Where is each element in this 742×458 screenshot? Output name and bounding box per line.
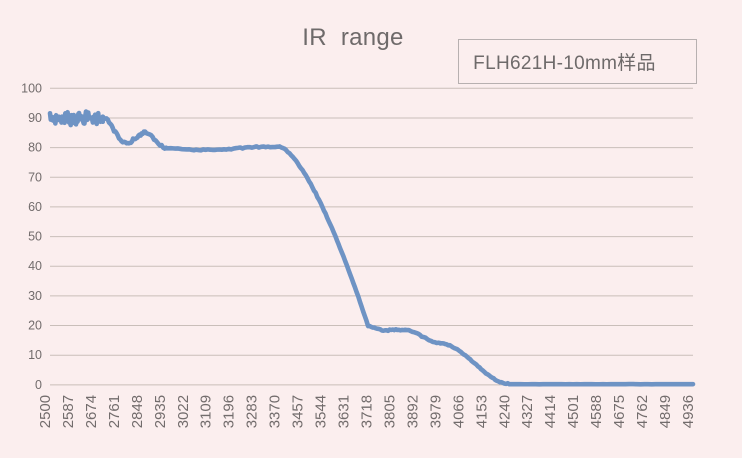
svg-text:100: 100 <box>21 81 42 95</box>
svg-text:4849: 4849 <box>657 395 674 428</box>
svg-text:4153: 4153 <box>473 395 490 428</box>
svg-text:60: 60 <box>28 200 42 214</box>
svg-text:4240: 4240 <box>496 395 513 428</box>
svg-text:4327: 4327 <box>519 395 536 428</box>
svg-text:4501: 4501 <box>565 395 582 428</box>
svg-text:3979: 3979 <box>427 395 444 428</box>
svg-text:4762: 4762 <box>634 395 651 428</box>
svg-text:2500: 2500 <box>37 395 54 428</box>
svg-text:0: 0 <box>35 378 42 392</box>
svg-text:90: 90 <box>28 111 42 125</box>
svg-text:3892: 3892 <box>404 395 421 428</box>
svg-text:70: 70 <box>28 170 42 184</box>
svg-text:50: 50 <box>28 230 42 244</box>
svg-text:3805: 3805 <box>381 395 398 428</box>
svg-text:10: 10 <box>28 348 42 362</box>
svg-text:80: 80 <box>28 141 42 155</box>
svg-text:2761: 2761 <box>106 395 123 428</box>
svg-text:4936: 4936 <box>680 395 697 428</box>
svg-text:3283: 3283 <box>244 395 261 428</box>
svg-text:3457: 3457 <box>290 395 307 428</box>
svg-text:3631: 3631 <box>336 395 353 428</box>
svg-text:3109: 3109 <box>198 395 215 428</box>
svg-text:3370: 3370 <box>267 395 284 428</box>
svg-text:30: 30 <box>28 289 42 303</box>
svg-text:4675: 4675 <box>611 395 628 428</box>
svg-text:20: 20 <box>28 319 42 333</box>
svg-text:4066: 4066 <box>450 395 467 428</box>
svg-text:3718: 3718 <box>359 395 376 428</box>
svg-text:2587: 2587 <box>60 395 77 428</box>
svg-text:4588: 4588 <box>588 395 605 428</box>
svg-text:2935: 2935 <box>152 395 169 428</box>
svg-text:3196: 3196 <box>221 395 238 428</box>
svg-text:2674: 2674 <box>83 395 100 428</box>
svg-text:2848: 2848 <box>129 395 146 428</box>
svg-text:40: 40 <box>28 259 42 273</box>
svg-text:3544: 3544 <box>313 395 330 428</box>
svg-text:3022: 3022 <box>175 395 192 428</box>
svg-text:4414: 4414 <box>542 395 559 428</box>
